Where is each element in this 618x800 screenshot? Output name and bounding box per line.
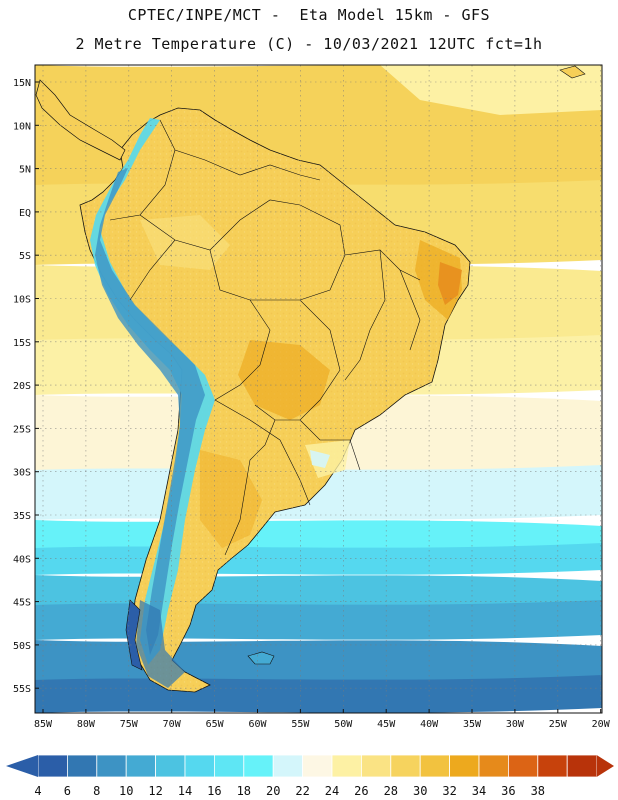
- lon-label: 40W: [420, 719, 439, 730]
- colorbar-swatch: [302, 754, 333, 778]
- colorbar-swatch: [125, 754, 156, 778]
- colorbar-swatch: [507, 754, 539, 778]
- andes-cold-core: [95, 168, 205, 655]
- colorbar-label: 24: [325, 784, 339, 798]
- lon-label: 45W: [377, 719, 396, 730]
- colorbar-swatch: [37, 754, 68, 778]
- colorbar-label: 36: [501, 784, 515, 798]
- lon-label: 30W: [506, 719, 525, 730]
- lat-label: 10S: [13, 295, 31, 306]
- lon-label: 50W: [334, 719, 353, 730]
- colorbar-swatch: [419, 754, 451, 778]
- lat-label: 5N: [19, 165, 31, 176]
- lat-lon-grid: [35, 65, 602, 713]
- colorbar-swatch: [478, 754, 509, 778]
- hot-northeast-patch: [438, 262, 462, 305]
- colorbar-label: 16: [207, 784, 221, 798]
- lon-label: 20W: [592, 719, 611, 730]
- lat-label: 15N: [13, 78, 31, 89]
- lat-label: 20S: [13, 381, 31, 392]
- colorbar-label: 8: [93, 784, 100, 798]
- patagonia-coast-islands: [125, 599, 143, 671]
- colorbar-swatch: [566, 754, 598, 778]
- colorbar-swatch: [96, 754, 127, 778]
- country-borders: [109, 119, 421, 556]
- colorbar-label: 6: [64, 784, 71, 798]
- lon-label: 25W: [549, 719, 568, 730]
- caribbean-islands: [559, 65, 586, 79]
- colorbar: 4 6 8 10 12 14 16 18 20 22 24 26 28 30 32 34 36 38: [6, 754, 614, 798]
- lat-label: 50S: [13, 641, 31, 652]
- lat-label: 35S: [13, 511, 31, 522]
- colorbar-high-arrow: [596, 755, 614, 777]
- lon-label: 60W: [248, 719, 267, 730]
- colorbar-swatch: [67, 754, 98, 778]
- lat-label: 5S: [19, 251, 31, 262]
- colorbar-label: 12: [148, 784, 162, 798]
- longitude-axis: 85W 80W 75W 70W 65W 60W 55W 50W 45W 40W 35W 30W 25W 2…: [34, 709, 611, 730]
- cool-highland-patch: [310, 450, 330, 468]
- colorbar-label: 10: [119, 784, 133, 798]
- colorbar-swatch: [331, 754, 362, 778]
- lat-label: 40S: [13, 554, 31, 565]
- colorbar-label: 28: [384, 784, 398, 798]
- lon-label: 65W: [206, 719, 225, 730]
- lat-label: 25S: [13, 424, 31, 435]
- colorbar-swatch: [184, 754, 215, 778]
- colorbar-swatch: [213, 754, 245, 778]
- lon-label: 85W: [34, 719, 53, 730]
- colorbar-swatch: [537, 754, 568, 778]
- colorbar-label: 14: [178, 784, 192, 798]
- lat-label: 55S: [13, 684, 31, 695]
- title-model-run: CPTEC/INPE/MCT - Eta Model 15km - GFS: [127, 6, 491, 24]
- lat-label: 45S: [13, 598, 31, 609]
- colorbar-swatch: [360, 754, 392, 778]
- andes-cold-band: [90, 118, 215, 665]
- colorbar-swatch: [243, 754, 274, 778]
- warm-pampas-patch: [200, 450, 262, 548]
- colorbar-low-arrow: [6, 755, 38, 777]
- colorbar-label: 30: [413, 784, 427, 798]
- warm-interior-patch: [238, 340, 330, 420]
- falkland-islands: [247, 651, 275, 665]
- colorbar-swatch: [272, 754, 304, 778]
- ocean-band-11: [35, 600, 602, 640]
- map-panel: [35, 65, 602, 713]
- colorbar-swatch: [155, 754, 186, 778]
- colorbar-label: 38: [531, 784, 545, 798]
- latitude-axis: 15N 10N 5N EQ 5S 10S 15S 20S 25S 30S 35S 40S 45S 50S 5…: [13, 78, 39, 695]
- colorbar-label: 4: [34, 784, 41, 798]
- colorbar-label: 32: [442, 784, 456, 798]
- south-america-landmass: [35, 65, 586, 693]
- title-variable-date: 2 Metre Temperature (C) - 10/03/2021 12U…: [75, 35, 543, 53]
- lon-label: 70W: [163, 719, 182, 730]
- colorbar-label: 18: [237, 784, 251, 798]
- lat-label: 15S: [13, 338, 31, 349]
- lon-label: 80W: [77, 719, 96, 730]
- colorbar-label: 34: [472, 784, 486, 798]
- pale-amazon-patch: [140, 215, 230, 270]
- colorbar-swatch: [390, 754, 421, 778]
- lon-label: 35W: [463, 719, 482, 730]
- caribbean-pale-patch: [380, 65, 602, 115]
- colorbar-label: 20: [266, 784, 280, 798]
- map-frame: [34, 64, 603, 714]
- lon-label: 75W: [120, 719, 139, 730]
- lat-label: 10N: [13, 121, 31, 132]
- ocean-band-15: [35, 543, 602, 575]
- lat-label: 30S: [13, 468, 31, 479]
- lat-label: EQ: [19, 208, 31, 219]
- ocean-band-7: [35, 675, 602, 713]
- colorbar-swatch: [449, 754, 480, 778]
- colorbar-label: 26: [354, 784, 368, 798]
- patagonia-cold-tip: [136, 600, 185, 688]
- colorbar-label: 22: [295, 784, 309, 798]
- lon-label: 55W: [291, 719, 310, 730]
- central-america: [35, 79, 126, 161]
